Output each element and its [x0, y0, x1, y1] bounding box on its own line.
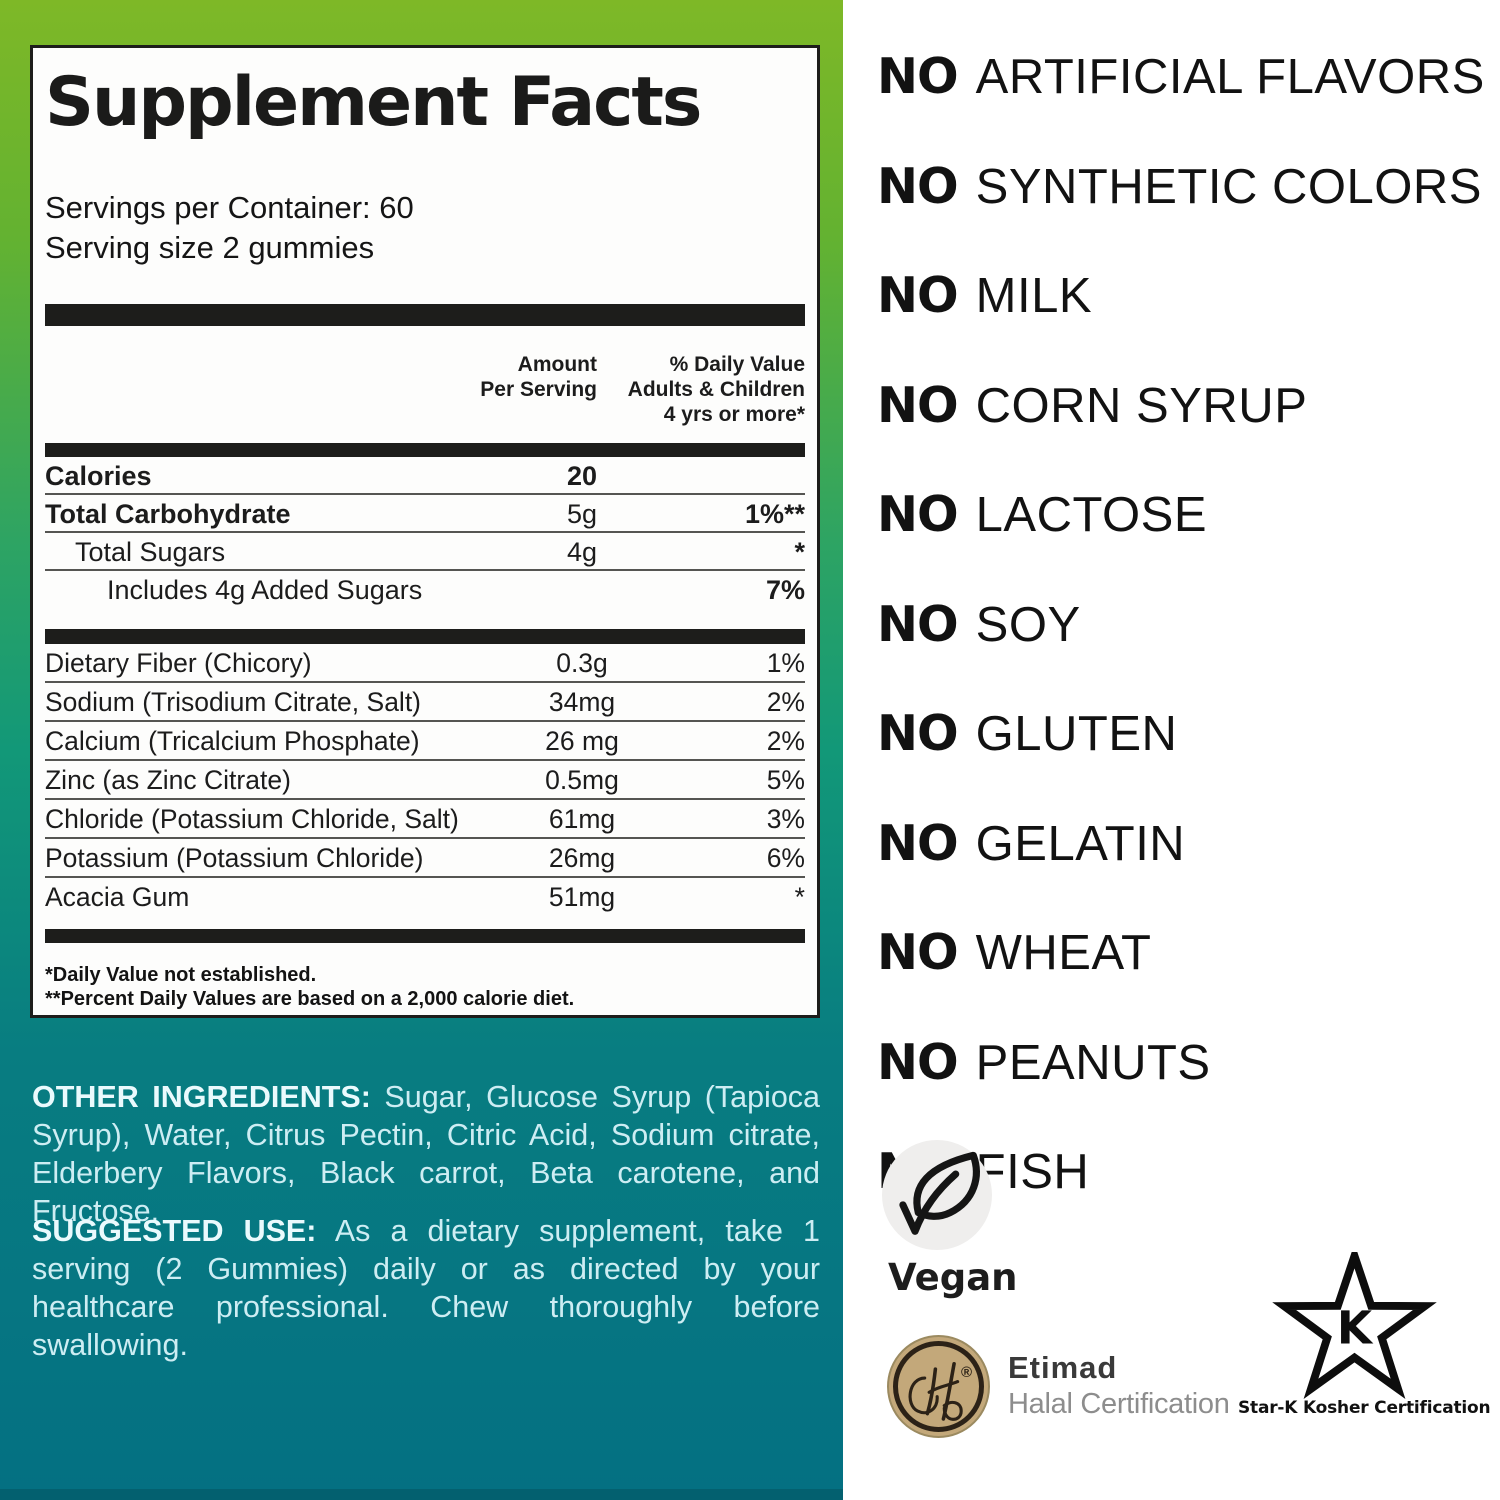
claims-list: NO ARTIFICIAL FLAVORS NO SYNTHETIC COLORS …	[877, 28, 1485, 1233]
table-row: Sodium (Trisodium Citrate, Salt) 34mg 2%	[45, 683, 805, 722]
table-row: Total Sugars 4g *	[45, 533, 805, 571]
thick-divider	[45, 629, 805, 644]
servings-block: Servings per Container: 60 Serving size …	[45, 188, 805, 268]
halal-badge-ring: ®	[893, 1341, 984, 1432]
halal-monogram-icon	[908, 1362, 963, 1421]
star-k-icon: K	[1272, 1252, 1437, 1400]
leaf-check-icon	[899, 1151, 980, 1235]
halal-caption: Halal Certification	[1008, 1388, 1230, 1420]
other-ingredients: OTHER INGREDIENTS: Sugar, Glucose Syrup …	[32, 1078, 820, 1230]
vegan-label: Vegan	[888, 1256, 1018, 1299]
halal-brand: Etimad	[1008, 1350, 1118, 1385]
suggested-use-text: As a dietary supplement, take 1 serving …	[32, 1214, 820, 1362]
claim-gelatin: NO GELATIN	[877, 814, 1186, 872]
table-row: Acacia Gum 51mg *	[45, 882, 805, 912]
kosher-caption: Star-K Kosher Certification	[1238, 1398, 1491, 1418]
supplement-facts-panel: Supplement Facts Servings per Container:…	[30, 45, 820, 1018]
serving-size: Serving size 2 gummies	[45, 230, 375, 265]
claim-corn-syrup: NO CORN SYRUP	[877, 376, 1308, 434]
claim-artificial-flavors: NO ARTIFICIAL FLAVORS	[877, 48, 1485, 105]
table-row: Dietary Fiber (Chicory) 0.3g 1%	[45, 644, 805, 683]
table-row: Total Carbohydrate 5g 1%**	[45, 495, 805, 533]
claim-soy: NO SOY	[877, 595, 1081, 653]
kosher-letter: K	[1337, 1302, 1374, 1355]
footnotes: *Daily Value not established. **Percent …	[45, 963, 805, 1011]
claim-milk: NO MILK	[877, 267, 1093, 324]
vegan-badge	[882, 1140, 992, 1250]
claim-gluten: NO GLUTEN	[877, 705, 1178, 762]
thick-divider	[45, 304, 805, 326]
table-row: Potassium (Potassium Chloride) 26mg 6%	[45, 839, 805, 878]
other-ingredients-text: Sugar, Glucose Syrup (Tapioca Syrup), Wa…	[32, 1080, 820, 1228]
bottom-edge-strip	[0, 1489, 843, 1500]
suggested-use: SUGGESTED USE: As a dietary supplement, …	[32, 1212, 820, 1364]
footnote-dv: *Daily Value not established.	[45, 964, 317, 986]
table-row: Calcium (Tricalcium Phosphate) 26 mg 2%	[45, 722, 805, 761]
suggested-use-label: SUGGESTED USE:	[32, 1214, 317, 1248]
column-headers: Amount Per Serving % Daily Value Adults …	[45, 352, 805, 427]
claim-peanuts: NO PEANUTS	[877, 1033, 1211, 1091]
table-row: Includes 4g Added Sugars 7%	[107, 575, 805, 605]
halal-badge: ®	[887, 1335, 990, 1438]
claim-lactose: NO LACTOSE	[877, 486, 1208, 543]
table-row: Zinc (as Zinc Citrate) 0.5mg 5%	[45, 761, 805, 800]
footnote-percent: **Percent Daily Values are based on a 2,…	[45, 988, 575, 1010]
thick-divider	[45, 929, 805, 943]
panel-title: Supplement Facts	[45, 63, 702, 142]
thick-divider	[45, 443, 805, 457]
other-ingredients-label: OTHER INGREDIENTS:	[32, 1080, 371, 1114]
daily-value-column-header: % Daily Value Adults & Children 4 yrs or…	[627, 353, 805, 426]
table-row: Calories 20	[45, 457, 805, 495]
servings-per-container: Servings per Container: 60	[45, 190, 414, 225]
table-row: Chloride (Potassium Chloride, Salt) 61mg…	[45, 800, 805, 839]
registered-mark: ®	[960, 1364, 972, 1381]
amount-column-header: Amount Per Serving	[480, 353, 597, 401]
claim-synthetic-colors: NO SYNTHETIC COLORS	[877, 157, 1482, 215]
claim-wheat: NO WHEAT	[877, 924, 1152, 981]
